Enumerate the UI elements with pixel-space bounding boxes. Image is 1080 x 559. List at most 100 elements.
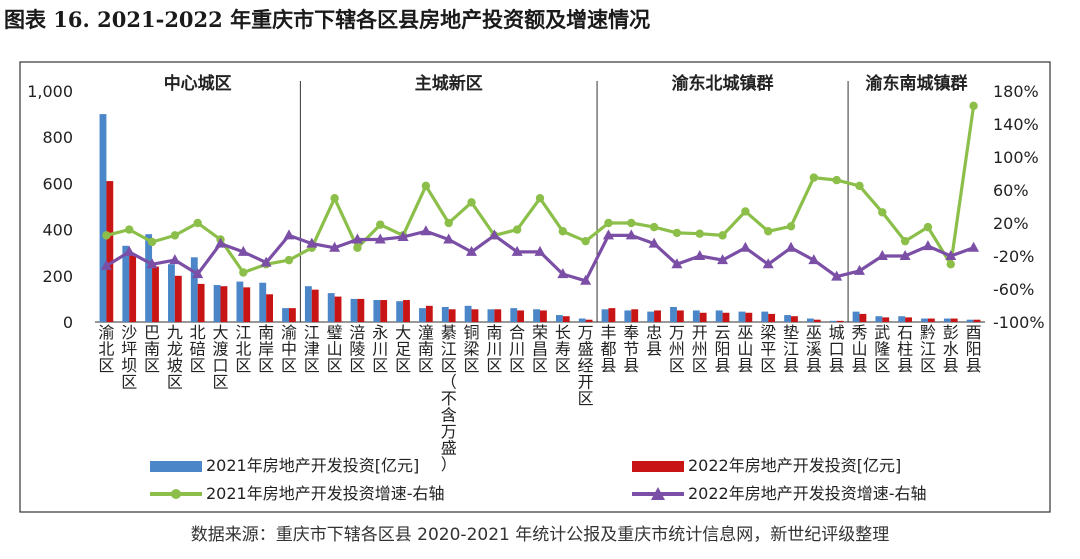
bar-2021 <box>555 315 563 322</box>
bar-2021 <box>236 281 244 322</box>
bar-2022 <box>631 309 639 322</box>
right-axis-tick-label: -60% <box>993 280 1034 299</box>
category-label: 北碚区 <box>190 323 206 375</box>
source-note: 数据来源：重庆市下辖各区县 2020-2021 年统计公报及重庆市统计信息网，新… <box>190 525 890 545</box>
legend-label-2022-growth: 2022年房地产开发投资增速-右轴 <box>688 484 927 503</box>
bar-2022 <box>973 319 981 322</box>
left-axis-tick-label: 400 <box>42 221 73 240</box>
bar-2021 <box>122 245 130 322</box>
category-label: 梁平区 <box>760 323 776 375</box>
point-growth-2022 <box>283 229 295 240</box>
point-growth-2022 <box>466 245 478 256</box>
category-label: 万盛经开区 <box>578 323 594 408</box>
point-growth-2021 <box>147 237 157 247</box>
bar-2021 <box>259 282 267 322</box>
bar-2022 <box>791 316 798 322</box>
point-growth-2022 <box>831 270 843 281</box>
bar-2022 <box>676 310 684 322</box>
point-growth-2022 <box>443 233 455 244</box>
point-growth-2022 <box>397 231 409 242</box>
bar-2021 <box>624 310 632 322</box>
bar-2022 <box>722 312 730 322</box>
bar-2022 <box>494 309 502 322</box>
category-label: 涪陵区 <box>349 323 365 375</box>
point-growth-2021 <box>535 194 545 203</box>
bar-2022 <box>517 310 525 322</box>
point-growth-2021 <box>353 243 362 252</box>
point-growth-2022 <box>648 237 660 248</box>
bar-2021 <box>829 320 837 322</box>
point-growth-2022 <box>808 254 820 265</box>
legend-item-2021-investment: 2021年房地产开发投资[亿元] <box>150 455 470 477</box>
point-growth-2021 <box>125 225 134 234</box>
point-growth-2022 <box>625 229 637 240</box>
point-growth-2022 <box>945 250 957 260</box>
category-label: 江北区 <box>235 323 251 375</box>
point-growth-2022 <box>169 254 181 265</box>
category-label: 潼南区 <box>418 323 434 375</box>
point-growth-2021 <box>604 218 613 228</box>
bar-2022 <box>927 318 935 322</box>
bar-2022 <box>220 286 228 322</box>
bar-2021 <box>373 300 381 322</box>
point-growth-2022 <box>306 237 318 248</box>
bar-2022 <box>859 313 867 322</box>
category-label: 渝中区 <box>281 323 297 375</box>
bar-2021 <box>875 316 883 322</box>
point-growth-2021 <box>239 268 248 277</box>
bar-2021 <box>578 318 586 322</box>
point-growth-2021 <box>170 231 180 240</box>
point-growth-2021 <box>102 231 111 240</box>
category-label: 大足区 <box>395 323 411 375</box>
right-axis-tick-label: -100% <box>993 313 1045 332</box>
bar-2022 <box>448 309 456 322</box>
category-label: 酉阳县 <box>966 323 982 375</box>
bar-2022 <box>197 283 205 322</box>
group-label: 主城新区 <box>415 73 483 94</box>
category-label: 巴南区 <box>144 323 160 375</box>
bar-2021 <box>898 316 906 322</box>
point-growth-2022 <box>785 241 797 252</box>
bar-2021 <box>715 310 723 322</box>
category-label: 大渡口区 <box>213 323 229 392</box>
bar-2022 <box>243 287 251 322</box>
left-axis-tick-label: 1,000 <box>27 82 73 101</box>
legend-item-2022-growth: 2022年房地产开发投资增速-右轴 <box>632 483 1032 505</box>
bar-2021 <box>282 308 289 322</box>
point-growth-2022 <box>762 258 774 269</box>
category-label: 九龙坡区 <box>167 323 183 392</box>
bar-2021 <box>396 301 404 322</box>
legend-label-2021-growth: 2021年房地产开发投资增速-右轴 <box>206 484 445 503</box>
group-label: 渝东北城镇群 <box>672 73 774 94</box>
bar-2022 <box>357 298 365 322</box>
point-growth-2021 <box>786 222 796 231</box>
legend-item-2021-growth: 2021年房地产开发投资增速-右轴 <box>150 483 530 505</box>
legend-marker-2022-growth <box>651 487 665 500</box>
bar-2021 <box>738 311 746 322</box>
right-axis-tick-label: 60% <box>993 181 1029 200</box>
point-growth-2022 <box>739 241 751 252</box>
chart-frame <box>19 61 1051 513</box>
group-label: 中心城区 <box>164 73 232 94</box>
category-label: 璧山区 <box>327 323 343 375</box>
category-label: 黔江区 <box>920 323 936 375</box>
legend-item-2022-investment: 2022年房地产开发投资[亿元] <box>632 455 952 477</box>
bar-2021 <box>168 264 175 322</box>
point-growth-2021 <box>649 222 659 232</box>
point-growth-2022 <box>922 240 934 251</box>
category-label: 彭水县 <box>943 323 959 375</box>
point-growth-2022 <box>602 229 614 240</box>
category-label: 石柱县 <box>897 323 913 375</box>
bar-2021 <box>670 306 677 322</box>
chart-title: 图表 16. 2021-2022 年重庆市下辖各区县房地产投资额及增速情况 <box>4 7 651 32</box>
point-growth-2022 <box>123 245 135 256</box>
bar-2021 <box>533 309 540 322</box>
bar-2022 <box>334 296 342 322</box>
point-growth-2021 <box>741 207 750 216</box>
point-growth-2021 <box>923 222 933 232</box>
bar-2022 <box>950 318 958 322</box>
bar-2022 <box>905 317 912 322</box>
point-growth-2021 <box>764 227 773 236</box>
point-growth-2021 <box>672 228 682 238</box>
bar-2021 <box>441 306 449 322</box>
